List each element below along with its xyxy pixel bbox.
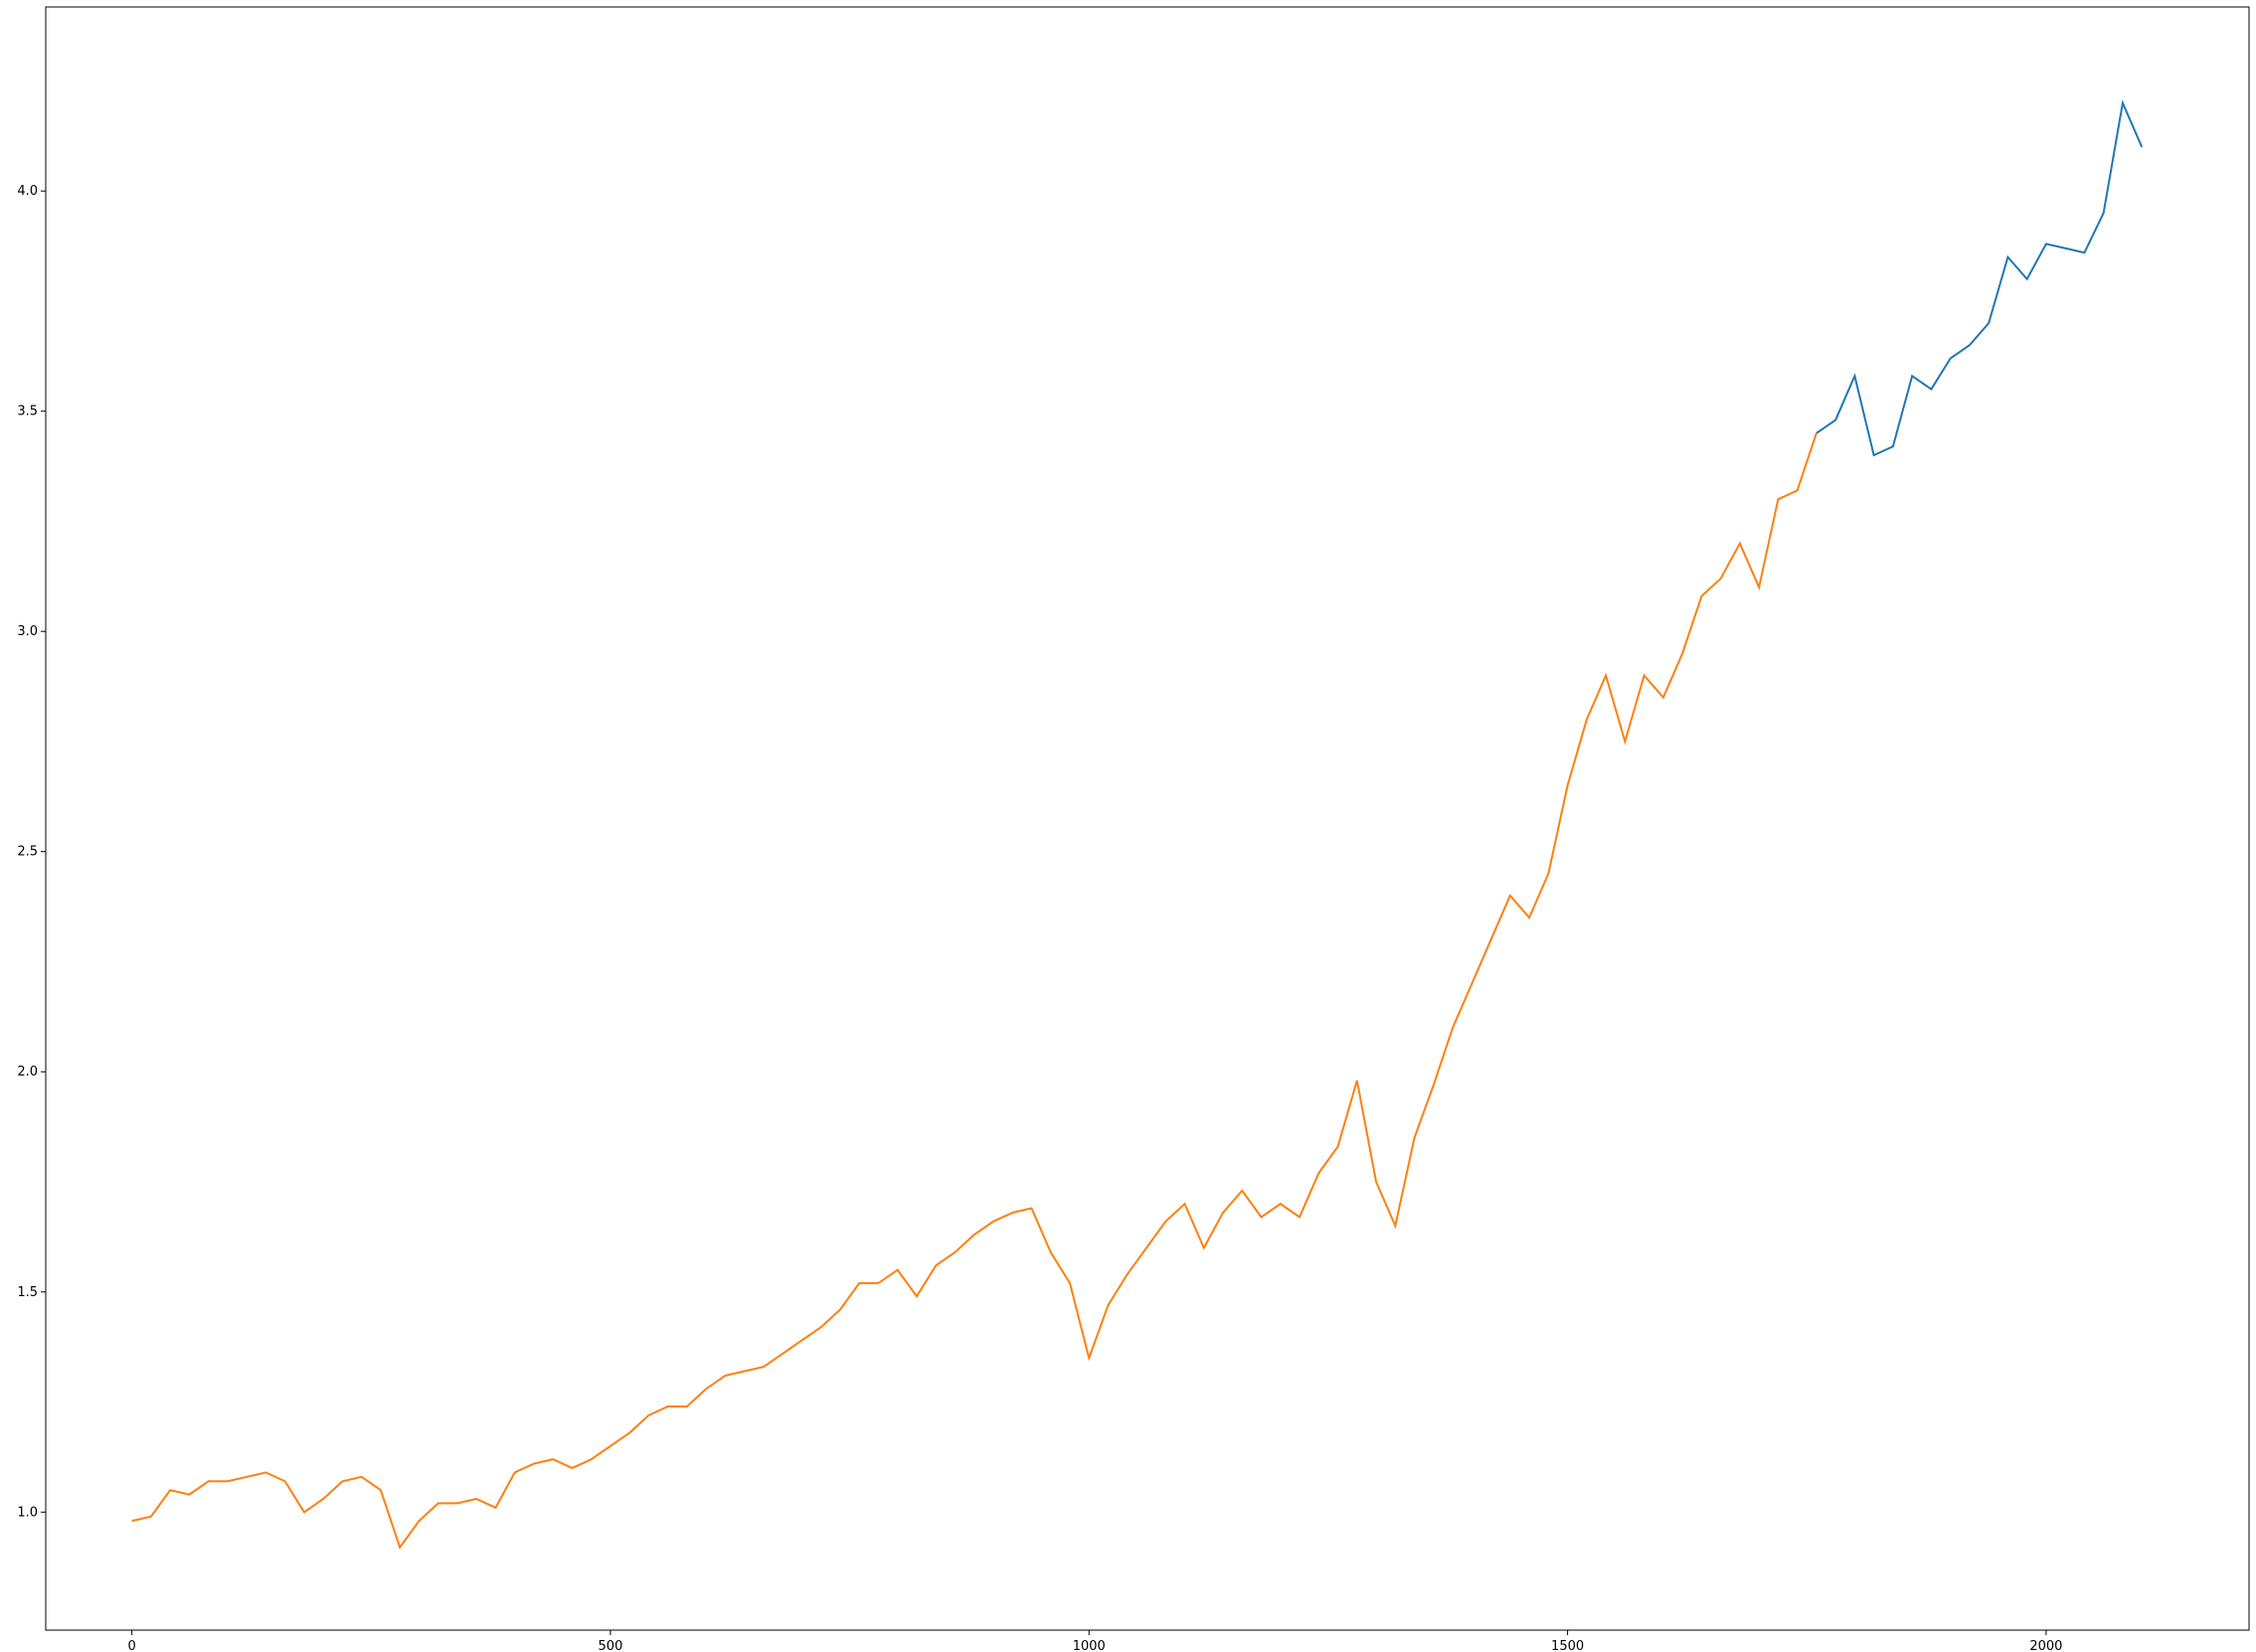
y-tick-label: 1.0	[17, 1505, 38, 1520]
x-tick-label: 1000	[1073, 1639, 1106, 1652]
x-tick-label: 500	[599, 1639, 623, 1652]
x-tick-label: 0	[127, 1639, 135, 1652]
axes-frame	[45, 6, 2250, 1631]
x-tick-label: 2000	[2029, 1639, 2062, 1652]
line-series	[131, 432, 1818, 1550]
y-tick-label: 3.0	[17, 624, 38, 639]
y-tick-label: 3.5	[17, 405, 38, 419]
y-tick-label: 2.5	[17, 845, 38, 860]
x-tick-label: 1500	[1551, 1639, 1584, 1652]
line-series	[1816, 99, 2144, 457]
y-tick-label: 1.5	[17, 1285, 38, 1300]
y-tick-label: 4.0	[17, 184, 38, 199]
y-tick-label: 2.0	[17, 1065, 38, 1079]
